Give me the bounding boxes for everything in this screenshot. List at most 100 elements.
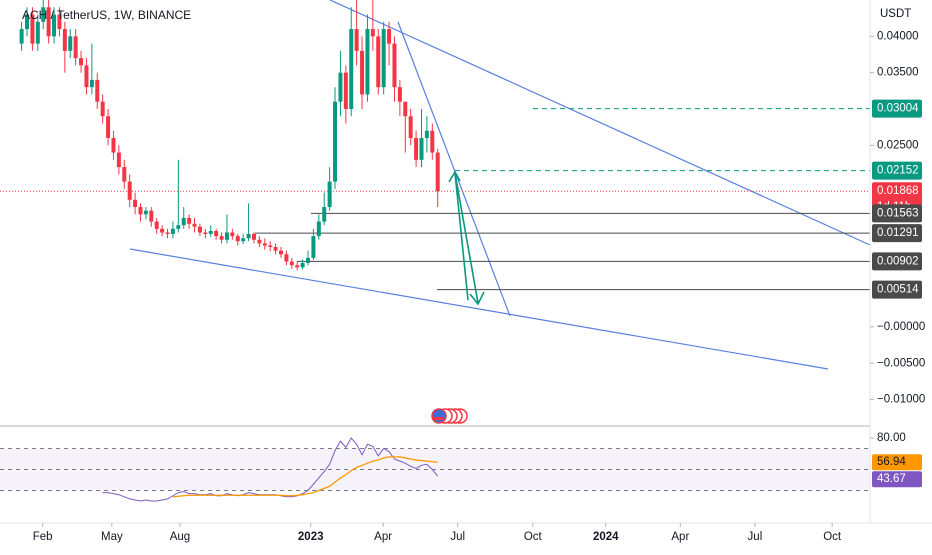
candle-body [316, 221, 321, 237]
price-label-box [872, 252, 922, 271]
rsi-line [172, 456, 438, 498]
value-tag: 43.67 [877, 473, 906, 485]
candle-body [46, 7, 51, 37]
x-tick-label: Oct [823, 531, 842, 543]
price-label-box [872, 204, 922, 223]
candle-body [251, 233, 256, 240]
x-tick-label: Jul [748, 531, 763, 543]
candle-body [224, 232, 229, 240]
candle-body [133, 199, 138, 208]
candle-body [343, 72, 348, 109]
price-label: 0.02152 [877, 165, 919, 177]
candle-body [127, 181, 132, 200]
candle-body [208, 231, 213, 234]
candle-body [300, 262, 305, 268]
y-tick-label: −0.01000 [877, 394, 925, 406]
x-tick-label: Apr [671, 531, 689, 543]
candle-body [111, 138, 116, 153]
candle-body [160, 228, 165, 233]
candle-body [197, 226, 202, 233]
value-tag: 56.94 [877, 456, 906, 468]
candle-body [187, 217, 192, 224]
y-tick-label: 0.03500 [877, 67, 919, 79]
candle-body [52, 14, 57, 37]
candle-body [284, 254, 289, 262]
price-label: 0.01291 [877, 227, 919, 239]
candle-body [262, 243, 267, 246]
candle-body [241, 238, 246, 242]
candle-body [35, 21, 40, 44]
candle-body [306, 257, 311, 263]
candle-body [176, 225, 181, 229]
price-label-box [872, 224, 922, 243]
price-label: 0.00514 [877, 284, 919, 296]
candle-body [278, 250, 283, 255]
candle-body [424, 130, 429, 139]
candle-body [419, 138, 424, 160]
y-tick-label: 0.02500 [877, 139, 919, 151]
price-label-box [872, 99, 922, 118]
unit-label: USDT [880, 8, 911, 20]
candle-body [289, 261, 294, 266]
candle-body [354, 29, 359, 51]
candle-body [116, 152, 121, 168]
candle-body [219, 236, 224, 240]
price-label: 0.01563 [877, 207, 919, 219]
candle-body [100, 101, 105, 117]
candle-body [414, 138, 419, 160]
candle-body [349, 29, 354, 109]
candle-body [387, 29, 392, 44]
candle-body [230, 232, 235, 237]
candle-body [57, 14, 62, 30]
candle-body [143, 210, 148, 215]
y-tick-label: −0.00000 [877, 321, 925, 333]
candle-body [246, 233, 251, 239]
candle-body [322, 207, 327, 222]
trend-line [397, 21, 511, 317]
candle-body [235, 236, 240, 242]
candle-body [19, 29, 24, 44]
x-tick-label: May [101, 531, 123, 543]
trend-line [129, 248, 829, 370]
candle-body [403, 101, 408, 117]
price-label-box [872, 161, 922, 180]
candle-body [338, 72, 343, 102]
candle-body [392, 43, 397, 88]
x-tick-label: 2024 [593, 531, 619, 543]
candle-body [68, 36, 73, 51]
candle-body [79, 58, 84, 66]
candle-body [408, 116, 413, 139]
candle-body [360, 50, 365, 95]
chart-title: ACH / TetherUS, 1W, BINANCE [22, 8, 191, 22]
candle-body [122, 167, 127, 182]
y-tick-label: −0.00500 [877, 357, 925, 369]
trend-line [329, 0, 870, 246]
x-tick-label: Oct [524, 531, 543, 543]
arrows [448, 170, 485, 306]
candle-body [95, 79, 100, 102]
candle-body [273, 247, 278, 251]
x-tick-label: Jul [450, 531, 465, 543]
candle-body [268, 245, 273, 248]
flag-icons [431, 408, 468, 424]
candle-body [311, 236, 316, 258]
candle-body [73, 36, 78, 59]
x-tick-label: Apr [374, 531, 392, 543]
candle-body [203, 232, 208, 234]
candle-body [62, 29, 67, 51]
candle-body [430, 130, 435, 153]
candle-body [381, 29, 386, 88]
candle-body [154, 221, 159, 229]
value-tag-box [872, 454, 922, 471]
candle-body [84, 65, 89, 88]
candle-body [214, 231, 219, 237]
candle-body [370, 29, 375, 37]
y-tick-label: 0.04000 [877, 30, 919, 42]
price-label: 0.00902 [877, 255, 919, 267]
candle-body [365, 29, 370, 95]
candle-body [25, 14, 30, 30]
candle-body [376, 36, 381, 88]
candle-body [192, 223, 197, 227]
candle-body [257, 239, 262, 244]
